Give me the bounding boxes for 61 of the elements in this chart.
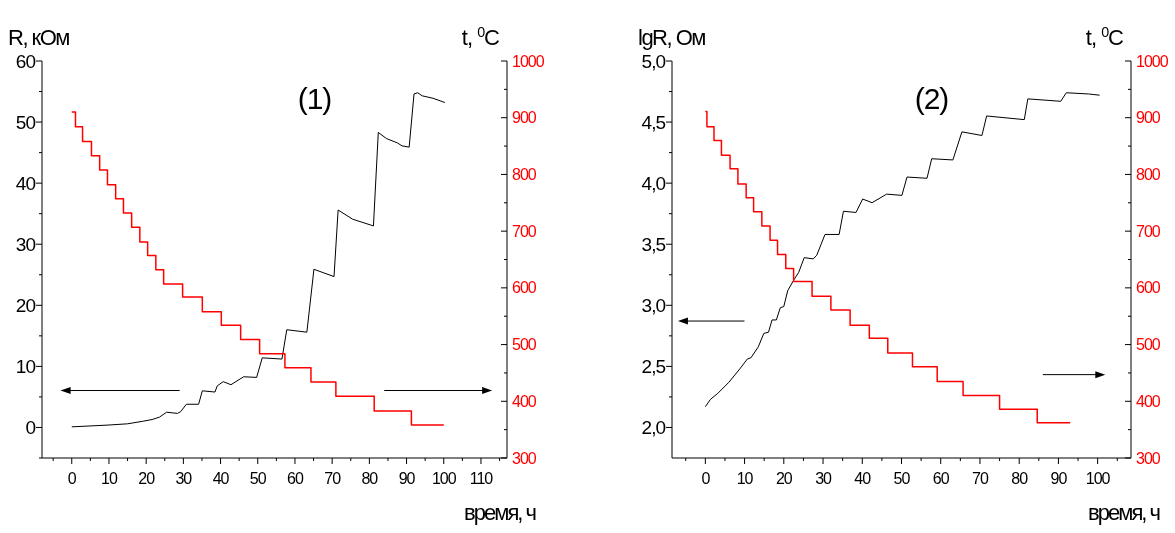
y-tick-label: 20	[15, 294, 36, 316]
y2-tick-label: 800	[512, 166, 537, 184]
y2-tick-label: 600	[512, 279, 537, 297]
y2-tick-label: 900	[1136, 109, 1161, 127]
x-tick-label: 20	[138, 470, 156, 487]
y-axis-title: lgR, Ом	[638, 25, 706, 50]
x-tick-label: 70	[972, 470, 989, 487]
x-tick-label: 100	[1085, 470, 1111, 487]
text: (2)	[914, 82, 949, 115]
y-tick-label: 10	[15, 356, 36, 378]
x-tick-label: 40	[854, 470, 872, 487]
x-tick-label: 70	[324, 470, 342, 487]
y-tick-label: 60	[15, 50, 36, 72]
y-axis-title: R, кОм	[8, 25, 70, 50]
x-tick-label: 60	[932, 470, 950, 487]
y2-tick-label: 700	[1136, 222, 1161, 240]
x-tick-label: 50	[249, 470, 267, 487]
x-tick-label: 80	[1011, 470, 1029, 487]
x-tick-label: 110	[469, 470, 494, 487]
y2-tick-label: 600	[1136, 279, 1161, 297]
y-tick-label: 50	[15, 111, 36, 133]
y-tick-label: 4,0	[641, 172, 666, 194]
y2-tick-label: 500	[1136, 336, 1161, 354]
y2-tick-label: 300	[1136, 449, 1161, 467]
y-tick-label: 4,5	[641, 111, 666, 133]
y-tick-label: 3,0	[641, 294, 666, 316]
y2-tick-label: 400	[512, 392, 537, 410]
x-tick-label: 50	[893, 470, 911, 487]
y-tick-label: 2,0	[641, 417, 666, 439]
x-tick-label: 90	[1050, 470, 1068, 487]
x-axis-title: время, ч	[1088, 500, 1160, 525]
x-tick-label: 60	[287, 470, 304, 487]
x-tick-label: 40	[212, 470, 230, 487]
y-tick-label: 40	[15, 172, 36, 194]
x-axis-title: время, ч	[464, 500, 536, 525]
y-tick-label: 30	[15, 233, 36, 255]
text: (1)	[297, 82, 332, 115]
x-tick-label: 30	[815, 470, 833, 487]
x-tick-label: 100	[431, 470, 457, 487]
x-tick-label: 10	[101, 470, 118, 487]
y-tick-label: 0	[25, 417, 36, 439]
y2-axis-title: t, $^{0}$C	[461, 24, 501, 50]
x-tick-label: 0	[701, 470, 711, 487]
y2-tick-label: 1000	[1136, 52, 1169, 70]
y-tick-label: 2,5	[641, 356, 666, 378]
y2-axis-title: t, $^{0}$C	[1085, 24, 1125, 50]
y2-tick-label: 800	[1136, 166, 1161, 184]
x-tick-label: 30	[175, 470, 193, 487]
y2-tick-label: 300	[512, 449, 537, 467]
y2-tick-label: 400	[1136, 392, 1161, 410]
x-tick-label: 20	[775, 470, 793, 487]
y2-tick-label: 500	[512, 336, 537, 354]
x-tick-label: 0	[67, 470, 77, 487]
x-tick-label: 90	[398, 470, 416, 487]
y2-tick-label: 900	[512, 109, 537, 127]
y2-tick-label: 1000	[512, 52, 545, 70]
y-tick-label: 5,0	[641, 50, 666, 72]
x-tick-label: 80	[361, 470, 379, 487]
x-tick-label: 10	[736, 470, 754, 487]
y-tick-label: 3,5	[641, 233, 666, 255]
y2-tick-label: 700	[512, 222, 537, 240]
